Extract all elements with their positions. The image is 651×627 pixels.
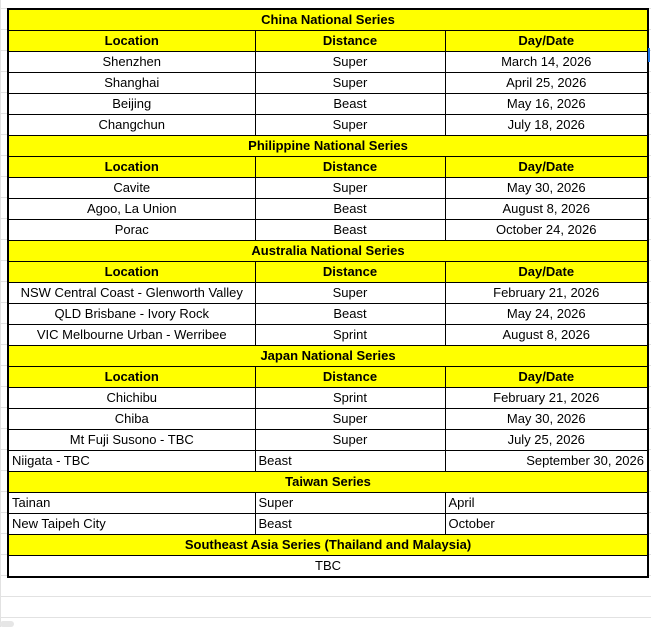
table-row: Chichibu Sprint February 21, 2026 (7, 387, 649, 409)
cell-location[interactable]: Porac (7, 219, 256, 241)
column-header-date[interactable]: Day/Date (444, 156, 649, 178)
section-title-row: Taiwan Series (7, 471, 649, 493)
column-header-distance[interactable]: Distance (254, 366, 446, 388)
table-row: Beijing Beast May 16, 2026 (7, 93, 649, 115)
column-header-date[interactable]: Day/Date (444, 261, 649, 283)
table-row: Porac Beast October 24, 2026 (7, 219, 649, 241)
tbc-row: TBC (7, 555, 649, 578)
section-title-row: Southeast Asia Series (Thailand and Mala… (7, 534, 649, 556)
cell-location[interactable]: Shenzhen (7, 51, 256, 73)
table-row: Chiba Super May 30, 2026 (7, 408, 649, 430)
section-title[interactable]: Southeast Asia Series (Thailand and Mala… (7, 534, 649, 556)
race-schedule-table: China National Series Location Distance Day… (7, 8, 649, 578)
table-row: Niigata - TBC Beast September 30, 2026 (7, 450, 649, 472)
cell-location[interactable]: Beijing (7, 93, 256, 115)
cell-location[interactable]: Mt Fuji Susono - TBC (7, 429, 256, 451)
horizontal-scrollbar[interactable] (0, 621, 14, 627)
table-row: NSW Central Coast - Glenworth Valley Supe… (7, 282, 649, 304)
cell-distance[interactable]: Sprint (254, 387, 446, 409)
cell-date[interactable]: February 21, 2026 (444, 387, 649, 409)
cell-date[interactable]: May 16, 2026 (444, 93, 649, 115)
cell-location[interactable]: Chiba (7, 408, 256, 430)
column-header-distance[interactable]: Distance (254, 261, 446, 283)
section-title-row: China National Series (7, 8, 649, 31)
cell-date[interactable]: March 14, 2026 (444, 51, 649, 73)
cell-selection-edge (648, 48, 650, 62)
column-header-location[interactable]: Location (7, 261, 256, 283)
cell-date[interactable]: July 25, 2026 (444, 429, 649, 451)
cell-distance[interactable]: Super (254, 114, 446, 136)
column-header-row: Location Distance Day/Date (7, 366, 649, 388)
table-row: Changchun Super July 18, 2026 (7, 114, 649, 136)
cell-date[interactable]: September 30, 2026 (444, 450, 649, 472)
cell-date[interactable]: May 24, 2026 (444, 303, 649, 325)
cell-date[interactable]: February 21, 2026 (444, 282, 649, 304)
cell-location[interactable]: Shanghai (7, 72, 256, 94)
cell-date[interactable]: August 8, 2026 (444, 324, 649, 346)
table-row: New Taipeh City Beast October (7, 513, 649, 535)
table-row: VIC Melbourne Urban - Werribee Sprint Augu… (7, 324, 649, 346)
cell-distance[interactable]: Beast (254, 450, 446, 472)
cell-distance[interactable]: Super (254, 177, 446, 199)
column-header-location[interactable]: Location (7, 156, 256, 178)
cell-distance[interactable]: Super (254, 492, 446, 514)
cell-distance[interactable]: Super (254, 408, 446, 430)
cell-date[interactable]: April (444, 492, 649, 514)
cell-distance[interactable]: Beast (254, 513, 446, 535)
section-title[interactable]: China National Series (7, 8, 649, 31)
table-row: Tainan Super April (7, 492, 649, 514)
section-title[interactable]: Australia National Series (7, 240, 649, 262)
table-row: QLD Brisbane - Ivory Rock Beast May 24, 20… (7, 303, 649, 325)
cell-date[interactable]: May 30, 2026 (444, 408, 649, 430)
section-title[interactable]: Japan National Series (7, 345, 649, 367)
column-header-date[interactable]: Day/Date (444, 366, 649, 388)
cell-distance[interactable]: Beast (254, 93, 446, 115)
column-header-location[interactable]: Location (7, 30, 256, 52)
column-header-row: Location Distance Day/Date (7, 156, 649, 178)
cell-date[interactable]: July 18, 2026 (444, 114, 649, 136)
table-row: Shenzhen Super March 14, 2026 (7, 51, 649, 73)
cell-location[interactable]: New Taipeh City (7, 513, 256, 535)
cell-location[interactable]: Tainan (7, 492, 256, 514)
column-header-location[interactable]: Location (7, 366, 256, 388)
cell-location[interactable]: VIC Melbourne Urban - Werribee (7, 324, 256, 346)
cell-location[interactable]: Agoo, La Union (7, 198, 256, 220)
column-header-distance[interactable]: Distance (254, 30, 446, 52)
cell-distance[interactable]: Super (254, 282, 446, 304)
section-title-row: Philippine National Series (7, 135, 649, 157)
column-header-distance[interactable]: Distance (254, 156, 446, 178)
tbc-cell[interactable]: TBC (7, 555, 649, 578)
section-title[interactable]: Taiwan Series (7, 471, 649, 493)
cell-date[interactable]: October (444, 513, 649, 535)
section-title-row: Japan National Series (7, 345, 649, 367)
cell-date[interactable]: May 30, 2026 (444, 177, 649, 199)
table-row: Cavite Super May 30, 2026 (7, 177, 649, 199)
column-header-date[interactable]: Day/Date (444, 30, 649, 52)
cell-location[interactable]: QLD Brisbane - Ivory Rock (7, 303, 256, 325)
column-header-row: Location Distance Day/Date (7, 261, 649, 283)
section-title[interactable]: Philippine National Series (7, 135, 649, 157)
cell-distance[interactable]: Beast (254, 219, 446, 241)
cell-location[interactable]: Changchun (7, 114, 256, 136)
table-row: Agoo, La Union Beast August 8, 2026 (7, 198, 649, 220)
table-row: Mt Fuji Susono - TBC Super July 25, 2026 (7, 429, 649, 451)
cell-distance[interactable]: Super (254, 429, 446, 451)
column-header-row: Location Distance Day/Date (7, 30, 649, 52)
cell-date[interactable]: April 25, 2026 (444, 72, 649, 94)
cell-location[interactable]: Cavite (7, 177, 256, 199)
section-title-row: Australia National Series (7, 240, 649, 262)
cell-location[interactable]: NSW Central Coast - Glenworth Valley (7, 282, 256, 304)
cell-distance[interactable]: Beast (254, 198, 446, 220)
cell-distance[interactable]: Super (254, 51, 446, 73)
table-row: Shanghai Super April 25, 2026 (7, 72, 649, 94)
cell-date[interactable]: August 8, 2026 (444, 198, 649, 220)
cell-location[interactable]: Chichibu (7, 387, 256, 409)
cell-distance[interactable]: Sprint (254, 324, 446, 346)
cell-location[interactable]: Niigata - TBC (7, 450, 256, 472)
cell-distance[interactable]: Beast (254, 303, 446, 325)
cell-date[interactable]: October 24, 2026 (444, 219, 649, 241)
cell-distance[interactable]: Super (254, 72, 446, 94)
